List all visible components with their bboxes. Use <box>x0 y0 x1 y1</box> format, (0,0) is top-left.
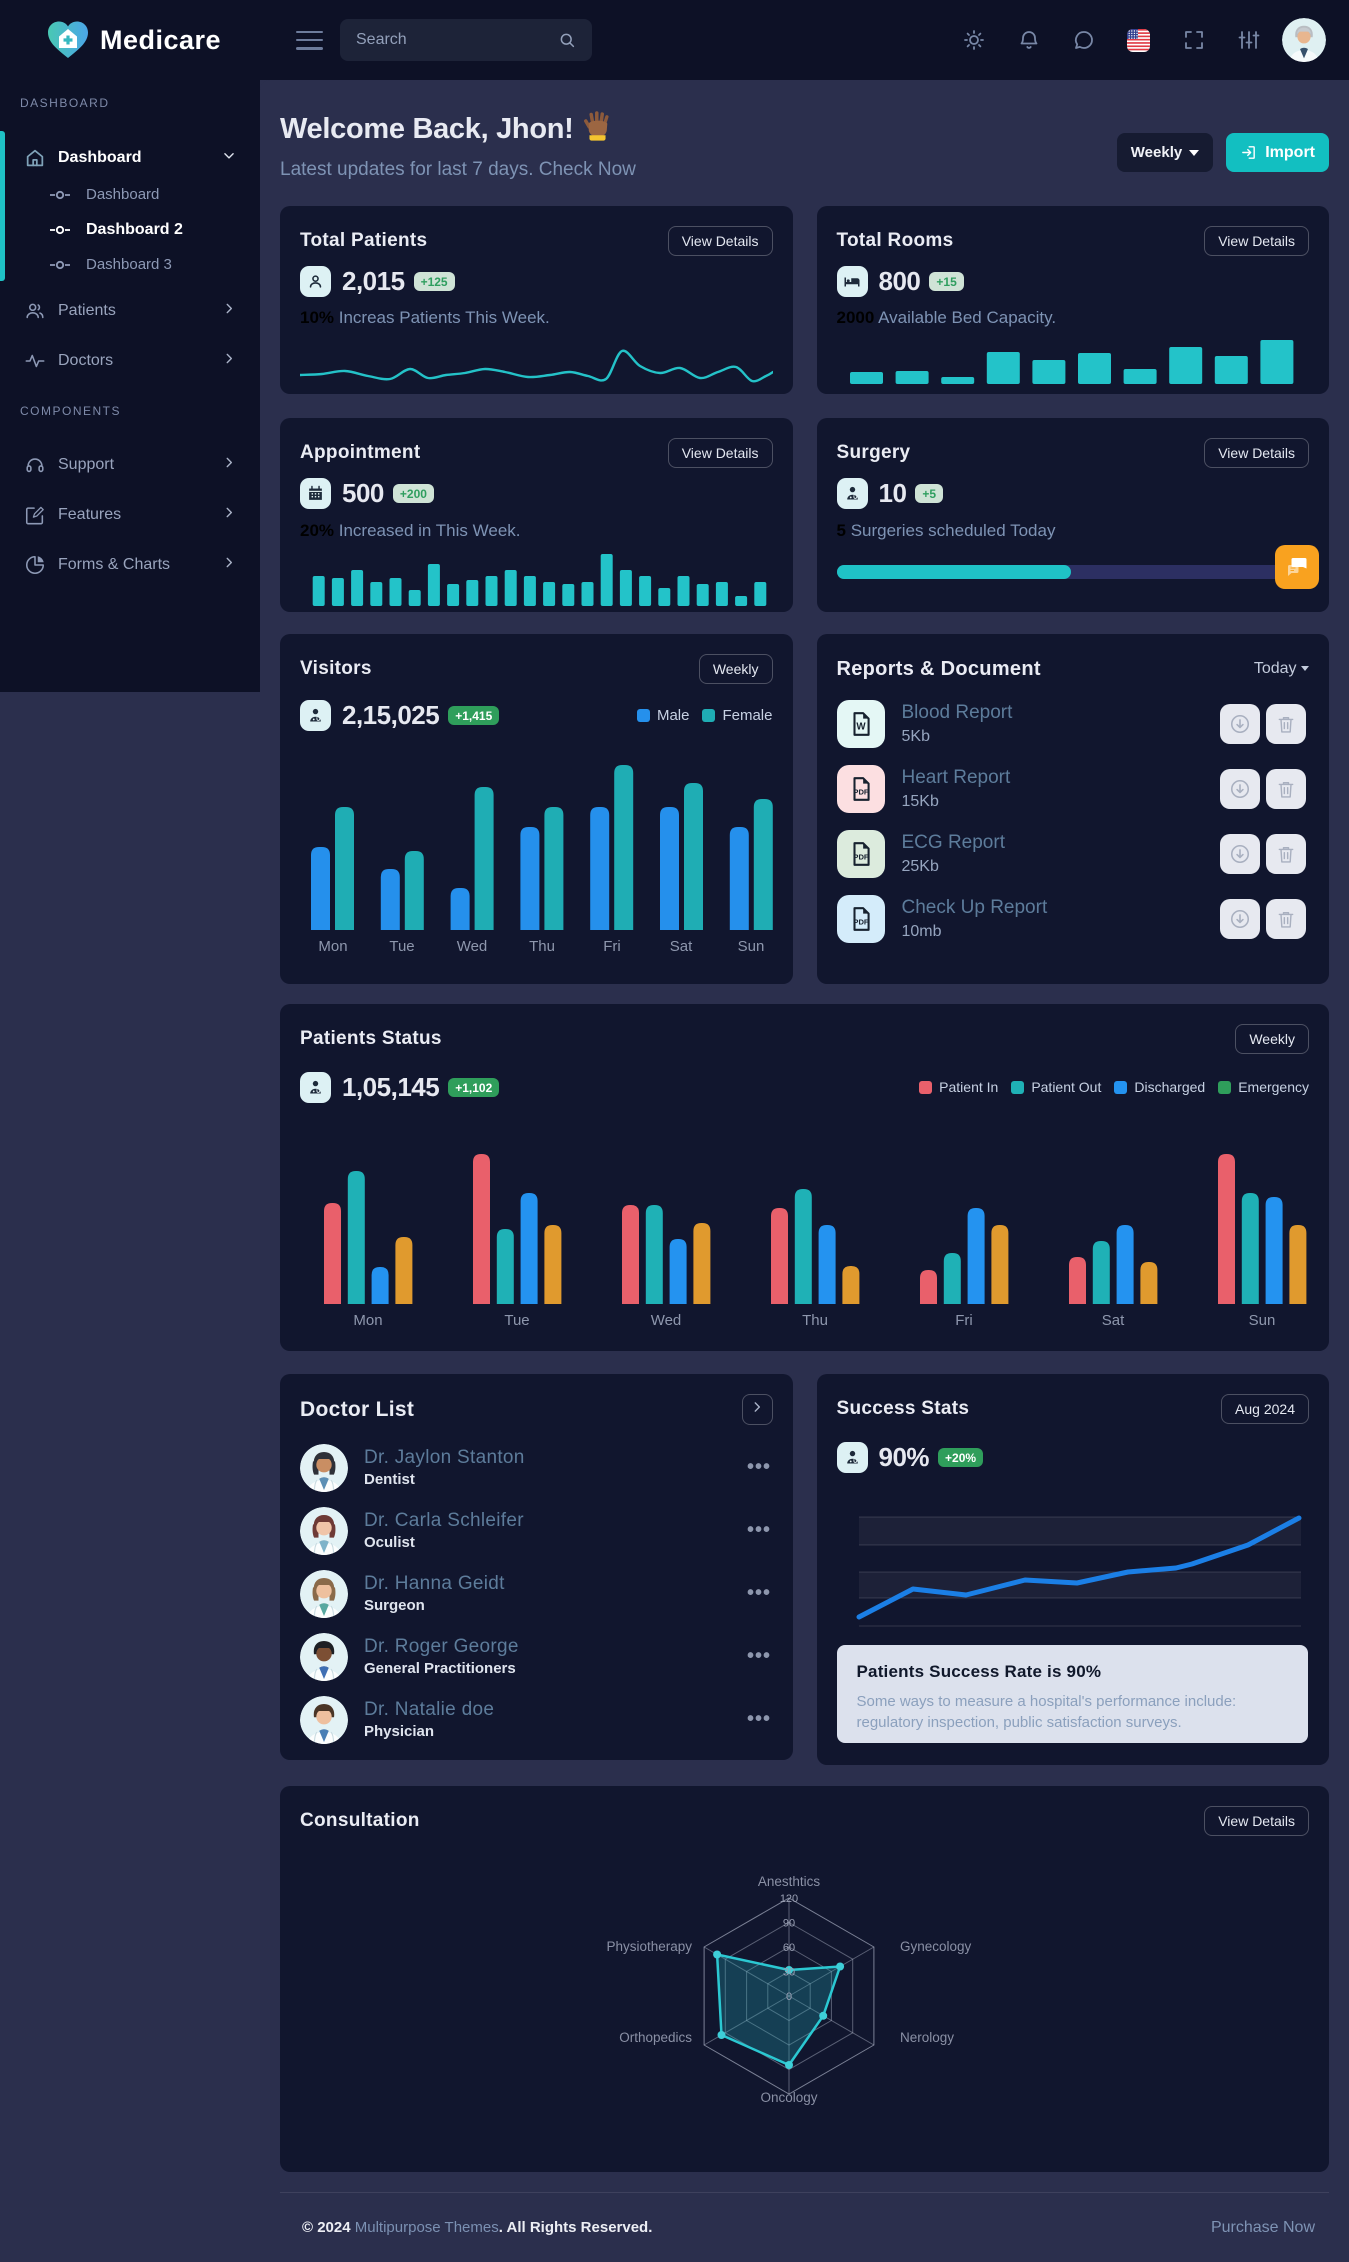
svg-text:90: 90 <box>783 1918 795 1930</box>
svg-text:120: 120 <box>780 1893 798 1905</box>
svg-text:Orthopedics: Orthopedics <box>619 2030 692 2045</box>
svg-text:Physiotherapy: Physiotherapy <box>606 1939 692 1954</box>
svg-text:PDF: PDF <box>853 917 869 926</box>
svg-text:PDF: PDF <box>853 852 869 861</box>
svg-text:60: 60 <box>783 1942 795 1954</box>
svg-text:W: W <box>856 721 866 732</box>
svg-text:30: 30 <box>783 1967 795 1979</box>
svg-text:PDF: PDF <box>853 787 869 796</box>
svg-text:Oncology: Oncology <box>760 2090 817 2105</box>
svg-text:0: 0 <box>786 1991 792 2003</box>
svg-text:Nerology: Nerology <box>900 2030 954 2045</box>
svg-text:Anesthtics: Anesthtics <box>758 1874 821 1889</box>
svg-text:Gynecology: Gynecology <box>900 1939 972 1954</box>
